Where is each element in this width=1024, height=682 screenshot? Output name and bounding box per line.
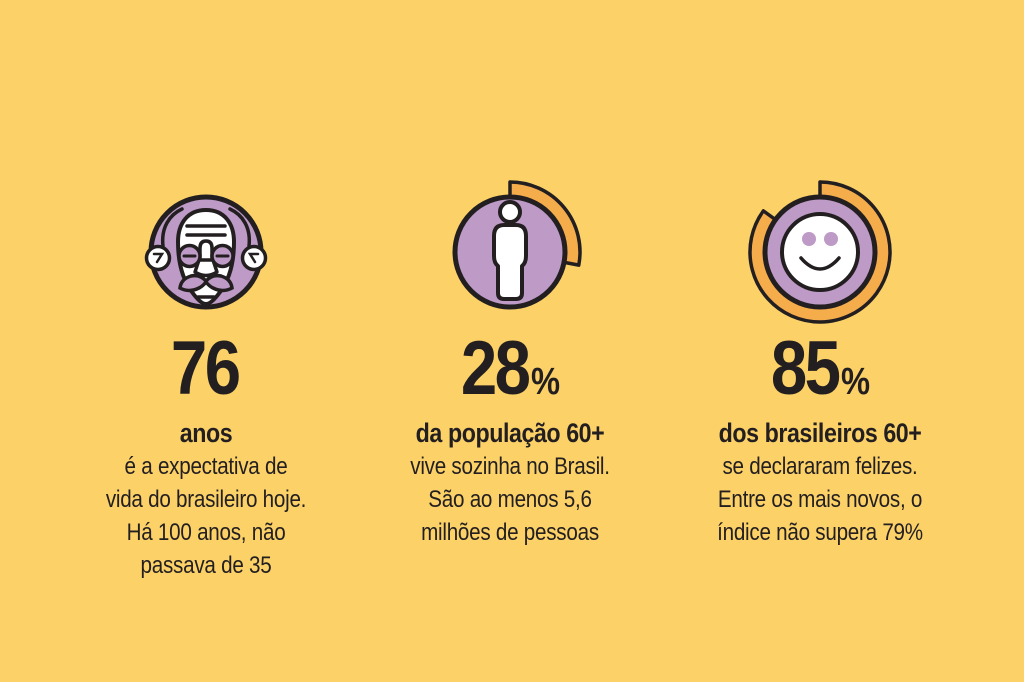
left-ear xyxy=(144,244,172,272)
stat-life-expectancy: 76 anos é a expectativa de vida do brasi… xyxy=(46,180,366,582)
stat-value: 85% xyxy=(682,331,957,418)
right-eye xyxy=(824,232,838,246)
person-icon xyxy=(452,180,582,310)
right-ear xyxy=(240,244,268,272)
elderly-man-icon xyxy=(144,194,268,310)
stat-label: da população 60+ xyxy=(415,418,605,448)
nose-bridge xyxy=(198,239,214,264)
left-ear-mark xyxy=(152,252,165,264)
right-ear-mark xyxy=(247,252,260,264)
person-head xyxy=(498,200,522,224)
stat-description: se declararam felizes. Entre os mais nov… xyxy=(717,453,923,546)
stat-unit: % xyxy=(530,361,560,403)
stat-number: 76 xyxy=(170,326,241,411)
stat-label: anos xyxy=(179,418,233,448)
stat-number: 28 xyxy=(460,326,531,411)
nose-tip xyxy=(193,258,219,278)
stat-text-block: 85% dos brasileiros 60+ se declararam fe… xyxy=(682,331,957,549)
stat-living-alone: 28% da população 60+ vive sozinha no Bra… xyxy=(350,180,670,549)
right-hair-curve xyxy=(228,207,252,248)
stat-description: vive sozinha no Brasil. São ao menos 5,6… xyxy=(410,453,610,546)
stat-value: 76 xyxy=(68,331,343,418)
stat-value: 28% xyxy=(372,331,647,418)
stat-label: dos brasileiros 60+ xyxy=(718,418,922,448)
smile xyxy=(799,256,841,271)
left-eye xyxy=(802,232,816,246)
stat-text-block: 76 anos é a expectativa de vida do brasi… xyxy=(68,331,343,582)
mustache xyxy=(178,273,234,293)
stat-unit: % xyxy=(840,361,870,403)
left-hair-curve xyxy=(160,207,184,248)
smiley-face xyxy=(780,212,860,292)
stat-number: 85 xyxy=(770,326,841,411)
stat-text-block: 28% da população 60+ vive sozinha no Bra… xyxy=(372,331,647,549)
stat-description: é a expectativa de vida do brasileiro ho… xyxy=(105,453,307,579)
stat-happiness: 85% dos brasileiros 60+ se declararam fe… xyxy=(660,180,980,549)
person-body xyxy=(492,223,528,301)
smiley-face-icon xyxy=(748,180,892,324)
